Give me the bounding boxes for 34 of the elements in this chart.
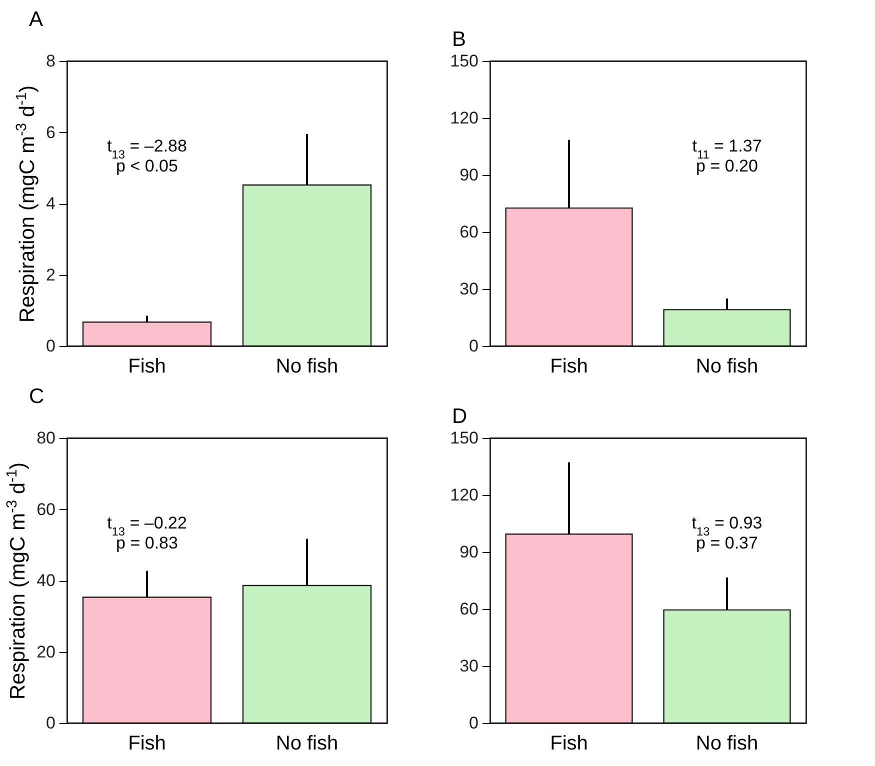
y-tick-label: 4 [46,194,56,213]
y-tick-label: 30 [460,280,478,298]
chart-title: B [452,28,466,51]
x-tick-label: No fish [276,732,338,754]
y-tick-label: 0 [46,336,56,356]
chart-title: C [29,384,44,408]
y-tick-label: 60 [460,222,478,242]
x-tick-label: Fish [550,356,588,378]
x-tick-label: Fish [128,356,166,378]
x-tick-label: No fish [696,732,758,754]
x-tick-label: Fish [128,732,166,754]
x-tick-label: Fish [550,732,588,754]
y-tick-label: 60 [460,600,478,618]
y-tick-label: 150 [450,428,478,448]
chart-title: D [452,405,468,428]
y-tick-label: 60 [36,500,56,519]
y-tick-label: 8 [46,52,56,70]
y-tick-label: 150 [450,52,478,70]
y-tick-label: 0 [46,714,56,732]
y-tick-label: 120 [450,108,478,128]
y-tick-label: 80 [36,428,56,448]
x-tick-label: No fish [276,356,338,378]
y-tick-label: 6 [46,122,56,142]
x-tick-label: No fish [696,356,758,378]
y-tick-label: 30 [460,656,478,676]
y-tick-label: 20 [36,642,56,662]
y-tick-label: 0 [469,336,478,356]
y-tick-label: 40 [36,571,56,590]
y-tick-label: 0 [469,714,478,732]
y-tick-label: 2 [46,265,56,284]
chart-title: A [29,8,44,31]
y-tick-label: 90 [460,542,478,562]
y-tick-label: 120 [450,486,478,504]
y-tick-label: 90 [460,166,478,184]
